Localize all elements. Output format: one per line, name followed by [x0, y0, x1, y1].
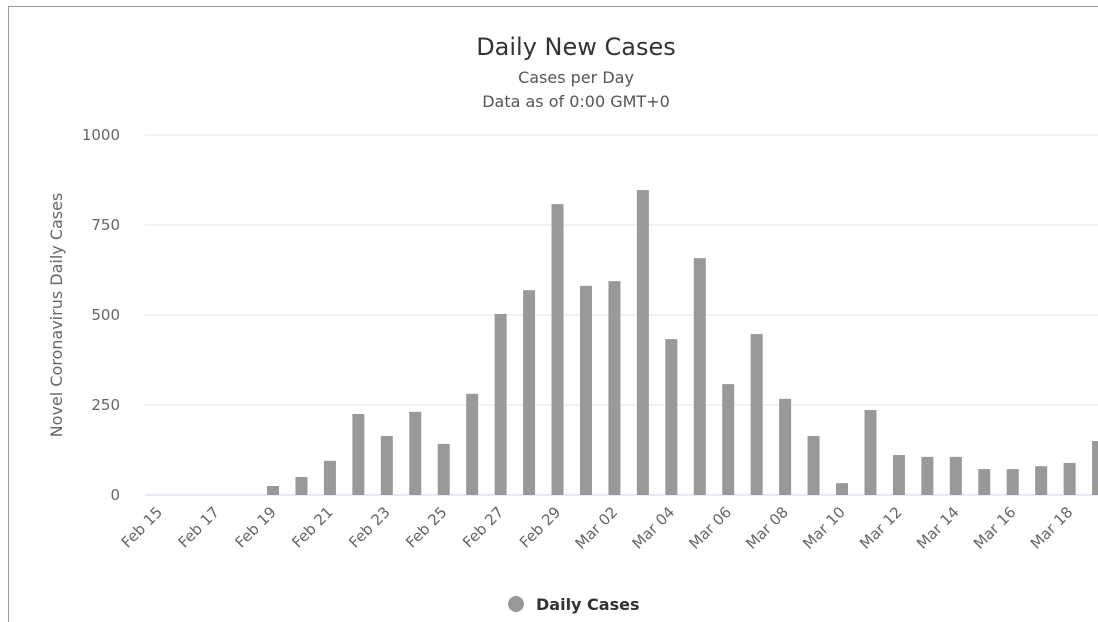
bar: [323, 460, 336, 495]
x-tick-label: Mar 04: [629, 503, 679, 553]
bar: [892, 455, 905, 495]
x-tick-label: Mar 16: [970, 503, 1020, 553]
x-tick-label: Mar 08: [742, 503, 792, 553]
x-tick-label: Feb 23: [345, 503, 393, 551]
chart-subtitle: Data as of 0:00 GMT+0: [482, 92, 670, 111]
bar: [380, 435, 393, 495]
bar: [437, 443, 450, 495]
chart-subtitle: Cases per Day: [518, 68, 634, 87]
bar: [1092, 441, 1098, 495]
x-tick-label: Mar 10: [799, 503, 849, 553]
x-tick-label: Mar 02: [572, 503, 622, 553]
bar: [523, 290, 536, 495]
bar: [466, 393, 479, 495]
bar: [750, 334, 763, 495]
bar: [836, 483, 849, 495]
x-tick-label: Feb 17: [175, 503, 223, 551]
x-tick-label: Mar 12: [856, 503, 906, 553]
bar: [921, 456, 934, 495]
bar: [409, 411, 422, 495]
y-tick-label: 0: [110, 486, 120, 504]
bar: [665, 339, 678, 495]
bar: [267, 486, 280, 495]
x-tick-label: Feb 21: [288, 503, 336, 551]
x-tick-label: Mar 18: [1027, 503, 1077, 553]
bar: [1063, 462, 1076, 495]
x-tick-label: Mar 14: [913, 503, 963, 553]
legend-label[interactable]: Daily Cases: [536, 595, 639, 614]
x-tick-label: Feb 29: [516, 503, 564, 551]
bar: [807, 435, 820, 495]
frame: [8, 6, 1098, 622]
x-tick-label: Feb 27: [459, 503, 507, 551]
x-tick-label: Mar 06: [685, 503, 735, 553]
y-axis-title: Novel Coronavirus Daily Cases: [47, 193, 66, 438]
bar: [636, 190, 649, 495]
bar: [1006, 469, 1019, 495]
bar: [608, 281, 621, 495]
bar: [352, 414, 365, 495]
x-tick-label: Feb 25: [402, 503, 450, 551]
y-tick-label: 250: [91, 396, 120, 414]
bar: [722, 384, 735, 495]
bar: [864, 410, 877, 495]
bar: [1035, 466, 1048, 495]
bar: [693, 258, 706, 495]
bar: [779, 398, 792, 495]
bar: [579, 285, 592, 495]
chart-title: Daily New Cases: [476, 33, 676, 61]
legend-marker[interactable]: [508, 596, 524, 612]
bar: [949, 456, 962, 495]
bar: [551, 204, 564, 495]
y-tick-label: 1000: [82, 126, 120, 144]
x-tick-label: Feb 19: [231, 503, 279, 551]
y-tick-label: 500: [91, 306, 120, 324]
bar: [978, 469, 991, 495]
bar: [494, 313, 507, 495]
y-tick-label: 750: [91, 216, 120, 234]
bar: [295, 477, 308, 495]
x-tick-label: Feb 15: [118, 503, 166, 551]
